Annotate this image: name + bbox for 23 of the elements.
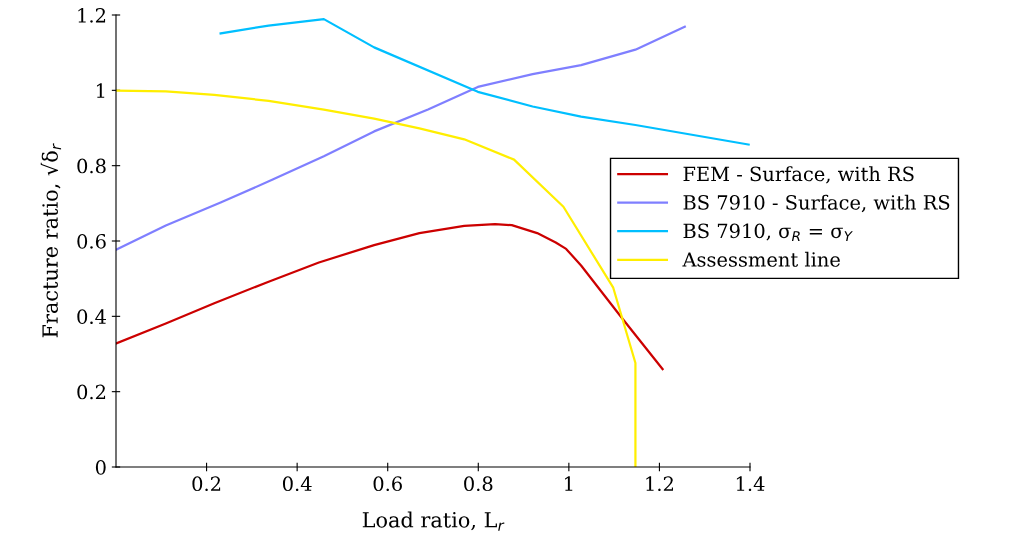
y-tick-label: 1.2 [78, 7, 106, 23]
y-tick-label: 0.4 [77, 309, 106, 324]
legend-label: BS 7910 - Surface, with RS [683, 194, 950, 213]
x-tick-label: 0.4 [282, 476, 312, 492]
x-tick-label: 1.2 [646, 476, 673, 492]
line-series [219, 18, 750, 146]
legend-label: Assessment line [682, 251, 840, 267]
x-axis-title: Load ratio, L$_{r}$ [362, 511, 505, 531]
y-axis-title: Fracture ratio, √δ$_{r}$ [40, 143, 62, 338]
y-tick-label: 0.6 [77, 233, 106, 249]
legend-label: BS 7910, σ$_{R}$ = σ$_{Y}$ [683, 223, 853, 242]
y-tick-label: 0.8 [77, 158, 106, 174]
line-series [116, 222, 664, 371]
y-tick-label: 0.2 [77, 384, 106, 400]
x-tick-label: 1 [565, 476, 573, 491]
x-tick-label: 0.2 [192, 476, 221, 492]
legend-label: FEM - Surface, with RS [683, 166, 914, 184]
y-tick-label: 1 [96, 83, 105, 98]
x-tick-label: 0.8 [464, 476, 493, 492]
line-series [116, 89, 637, 467]
x-tick-label: 0.6 [373, 476, 402, 492]
y-tick-label: 0 [95, 459, 106, 475]
x-tick-label: 1.4 [736, 476, 765, 492]
